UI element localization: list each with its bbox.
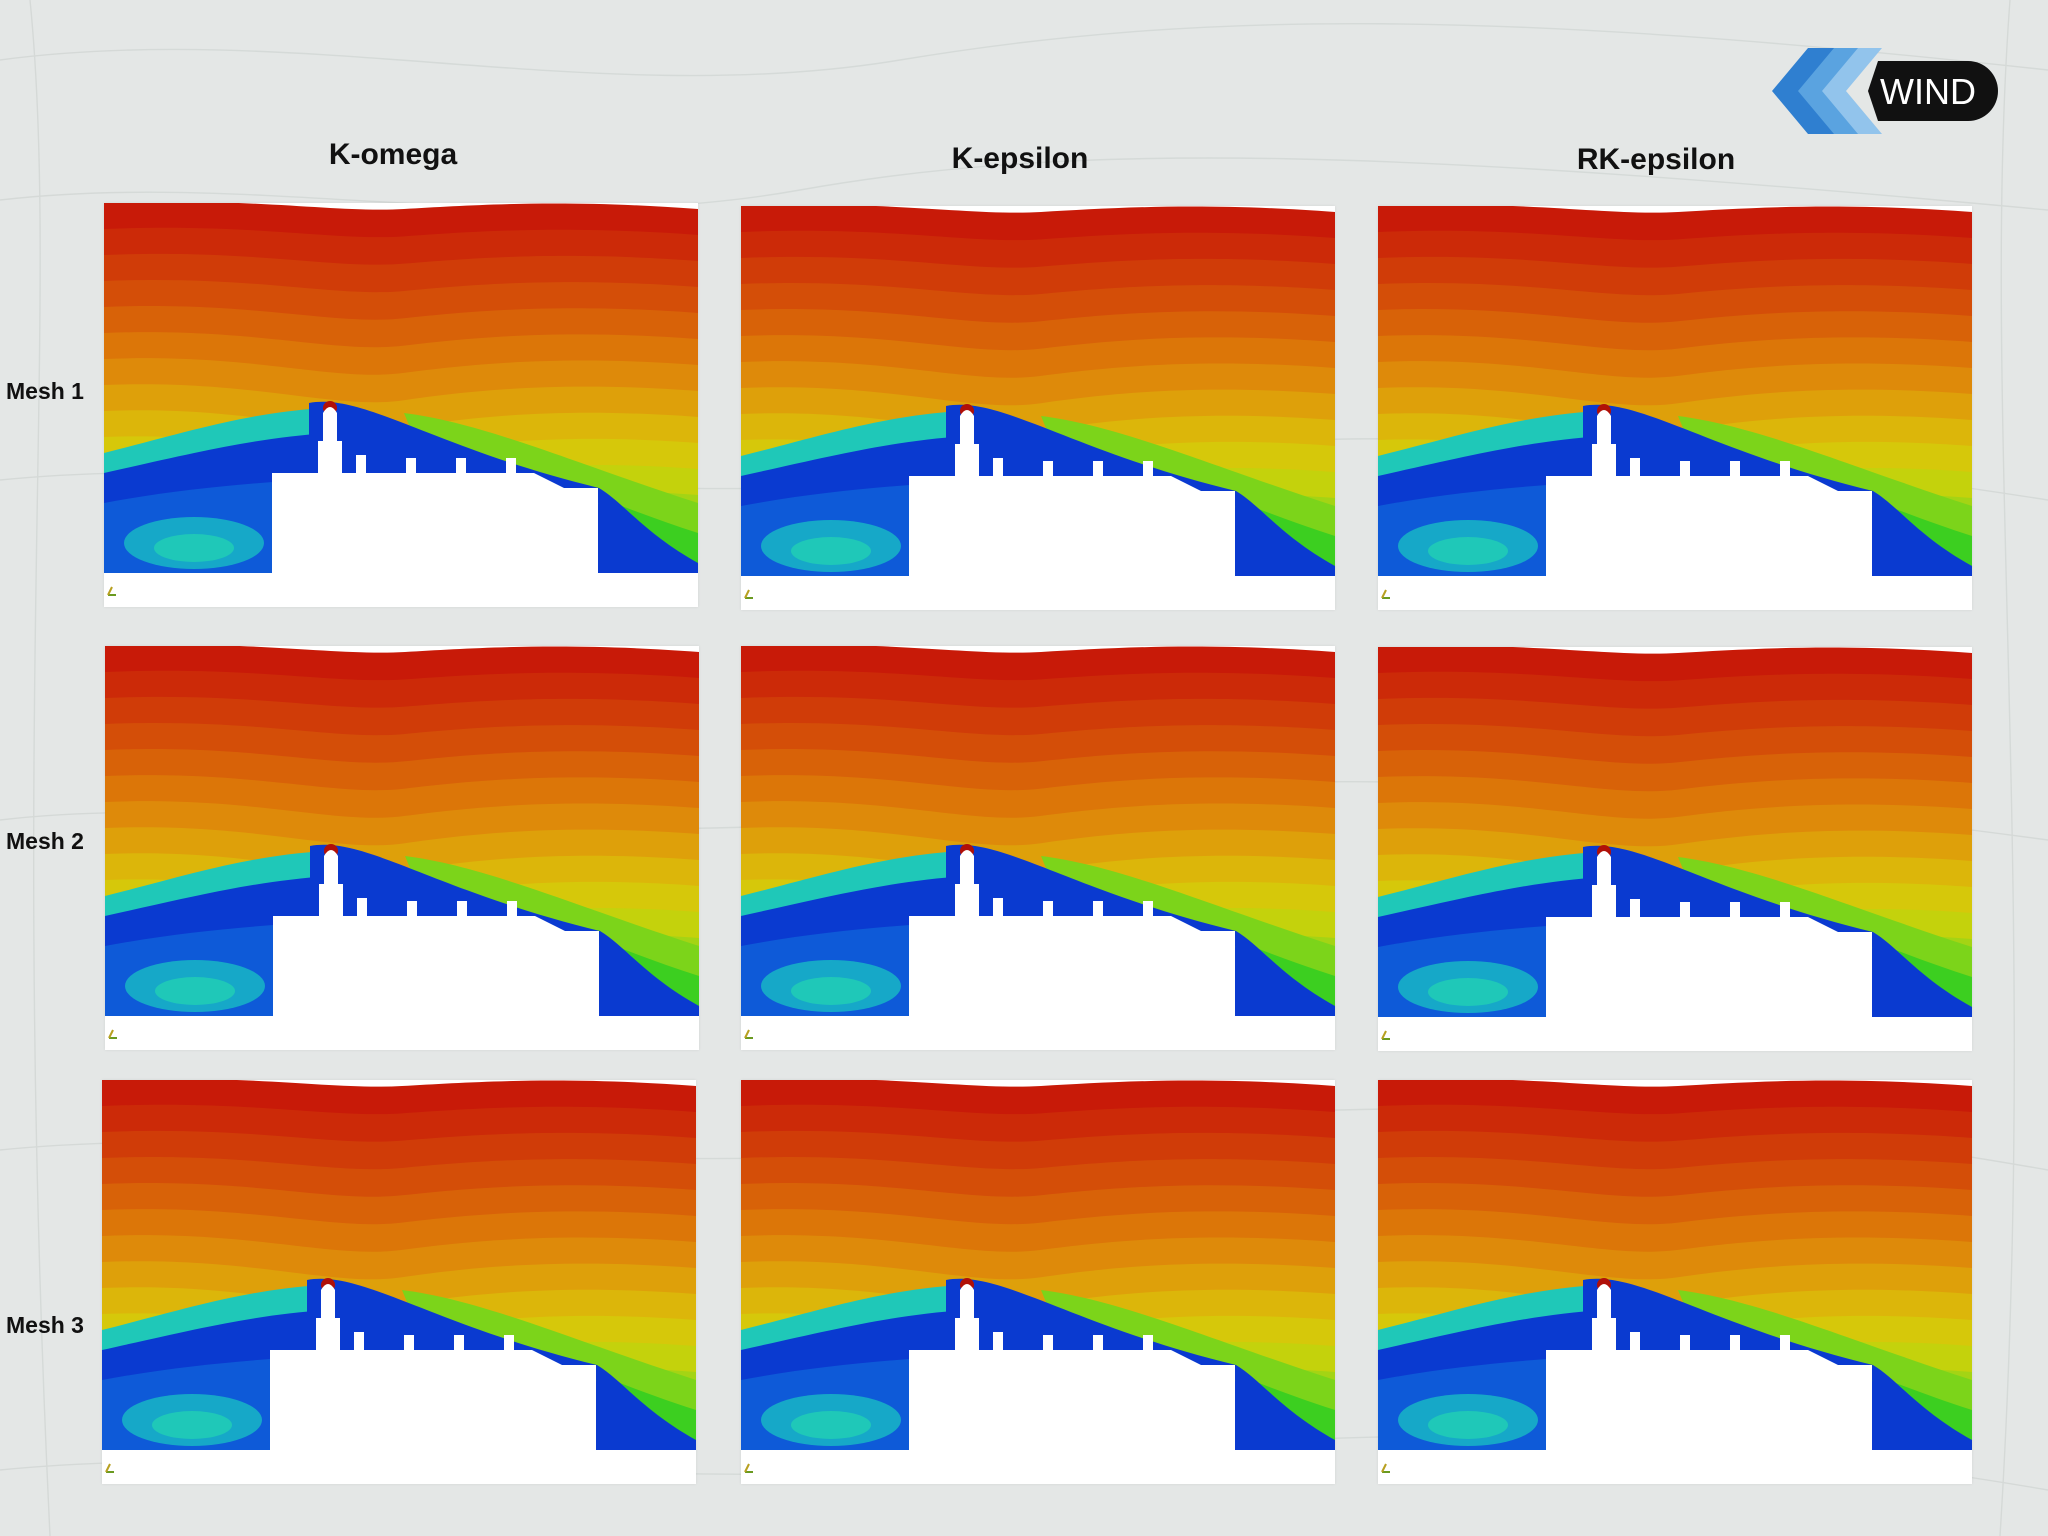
- velocity-contour: [105, 646, 699, 1050]
- axis-triad-icon: [108, 1029, 117, 1039]
- contour-plot-mesh1-rk-epsilon: [1378, 206, 1972, 610]
- wind-logo: WIND: [1768, 46, 1998, 136]
- axis-triad-icon: [1381, 589, 1390, 599]
- axis-triad-icon: [744, 1029, 753, 1039]
- velocity-contour: [104, 203, 698, 607]
- velocity-contour: [102, 1080, 696, 1484]
- row-label-mesh-3: Mesh 3: [6, 1312, 84, 1338]
- axis-triad-icon: [107, 586, 116, 596]
- row-label-mesh-2: Mesh 2: [6, 828, 84, 854]
- velocity-contour: [1378, 206, 1972, 610]
- contour-plot-mesh2-k-epsilon: [741, 646, 1335, 1050]
- column-header-k-omega: K-omega: [328, 138, 458, 171]
- velocity-contour: [741, 206, 1335, 610]
- logo-text: WIND: [1880, 71, 1976, 112]
- axis-triad-icon: [744, 589, 753, 599]
- row-label-mesh-1: Mesh 1: [6, 378, 84, 404]
- axis-triad-icon: [744, 1463, 753, 1473]
- velocity-contour: [1378, 1080, 1972, 1484]
- contour-plot-mesh2-rk-epsilon: [1378, 647, 1972, 1051]
- velocity-contour: [1378, 647, 1972, 1051]
- axis-triad-icon: [1381, 1030, 1390, 1040]
- axis-triad-icon: [105, 1463, 114, 1473]
- velocity-contour: [741, 646, 1335, 1050]
- chevron-arrows-icon: [1772, 48, 1882, 134]
- column-header-rk-epsilon: RK-epsilon: [1576, 143, 1736, 176]
- velocity-contour: [741, 1080, 1335, 1484]
- contour-plot-mesh3-rk-epsilon: [1378, 1080, 1972, 1484]
- column-header-k-epsilon: K-epsilon: [951, 142, 1089, 175]
- axis-triad-icon: [1381, 1463, 1390, 1473]
- contour-plot-mesh3-k-omega: [102, 1080, 696, 1484]
- contour-plot-mesh1-k-omega: [104, 203, 698, 607]
- contour-plot-mesh3-k-epsilon: [741, 1080, 1335, 1484]
- contour-plot-mesh2-k-omega: [105, 646, 699, 1050]
- contour-plot-mesh1-k-epsilon: [741, 206, 1335, 610]
